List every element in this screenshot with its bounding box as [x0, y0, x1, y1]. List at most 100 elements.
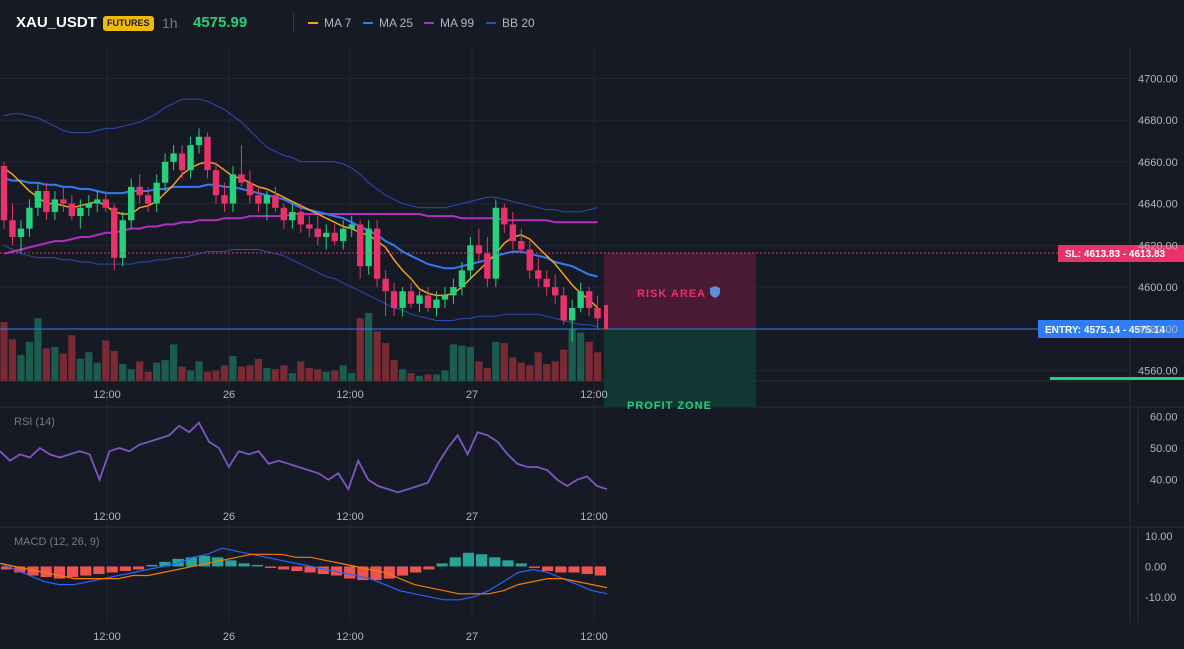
volume-bar: [314, 369, 322, 381]
volume-bar: [585, 341, 593, 381]
macd-histogram-bar: [344, 566, 356, 579]
bollinger-bands: [3, 98, 598, 328]
legend-bb20[interactable]: BB 20: [486, 16, 535, 30]
legend-label: MA 99: [440, 16, 475, 30]
volume-bar: [17, 354, 25, 381]
candle-body: [153, 182, 160, 204]
legend-label: BB 20: [502, 16, 535, 30]
rsi-axis-label: 40.00: [1150, 475, 1178, 487]
position-zones: RISK AREA PROFIT ZONE: [604, 253, 756, 412]
macd-histogram-bar: [436, 563, 448, 567]
volume-bar: [322, 371, 330, 381]
macd-histogram-bar: [1, 566, 13, 570]
rsi-axis-label: 60.00: [1150, 411, 1178, 423]
volume-bar: [466, 347, 474, 381]
candle-body: [323, 232, 330, 237]
volume-bar: [475, 361, 483, 381]
volume-bar: [526, 365, 534, 381]
candle-body: [238, 174, 245, 183]
candle-body: [518, 241, 525, 250]
candle-body: [170, 153, 177, 162]
take-profit-marker: [1050, 377, 1184, 380]
volume-bar: [161, 360, 169, 381]
price-axis-label: 4700.00: [1138, 73, 1178, 85]
timeframe-label[interactable]: 1h: [162, 15, 178, 31]
legend-ma7[interactable]: MA 7: [308, 16, 351, 30]
volume-bar: [76, 358, 84, 381]
candle-body: [509, 224, 516, 242]
bb-lower-line: [3, 244, 598, 328]
volume-bar: [398, 369, 407, 381]
volume-bar: [348, 373, 356, 381]
candle-body: [161, 161, 169, 183]
volume-bar: [263, 367, 271, 381]
volume-bar: [594, 352, 602, 381]
volume-bar: [170, 344, 178, 381]
macd-histogram-bar: [159, 561, 171, 567]
rsi-title: RSI (14): [14, 416, 55, 428]
volume-bar: [34, 318, 42, 381]
volume-bar: [271, 369, 279, 381]
risk-area-zone[interactable]: [604, 253, 756, 329]
legend-swatch: [308, 22, 318, 24]
volume-bar: [229, 356, 237, 381]
legend-ma25[interactable]: MA 25: [363, 16, 413, 30]
candle-body: [348, 224, 355, 229]
macd-histogram-bar: [14, 566, 26, 573]
futures-badge: FUTURES: [103, 16, 154, 31]
macd-histogram-bar: [357, 566, 369, 581]
candle-body: [407, 291, 415, 304]
volume-bar: [8, 339, 17, 381]
macd-histogram-bar: [555, 566, 567, 573]
candle-body: [144, 195, 152, 204]
price-axis-label: 4620.00: [1138, 240, 1178, 252]
volume-bar: [458, 345, 466, 381]
profit-zone[interactable]: [604, 329, 756, 407]
candle-body: [424, 295, 432, 308]
last-price: 4575.99: [193, 14, 248, 31]
candle-body: [187, 145, 194, 171]
macd-histogram-bar: [515, 563, 527, 567]
candle-body: [128, 186, 135, 221]
candle-body: [68, 203, 76, 217]
entry-tag[interactable]: [1038, 320, 1184, 338]
legend-ma99[interactable]: MA 99: [424, 16, 474, 30]
candle-body: [51, 199, 59, 212]
candle-body: [26, 207, 33, 229]
volume-bar: [339, 365, 347, 381]
volume-bar: [297, 361, 305, 381]
macd-title: MACD (12, 26, 9): [14, 536, 100, 548]
candle-body: [390, 291, 398, 308]
shield-icon: [710, 286, 720, 298]
stop-loss-tag[interactable]: [1058, 245, 1184, 262]
candle-body: [229, 174, 237, 204]
volume-bar: [68, 335, 76, 381]
candle-body: [373, 228, 381, 279]
time-axis-label: 12:00: [580, 511, 608, 523]
volume-bar: [483, 367, 491, 381]
volume-bar: [288, 373, 296, 381]
macd-histogram-bar: [542, 566, 554, 571]
candle-body: [365, 228, 372, 267]
candle-body: [9, 220, 16, 237]
volume-bar: [449, 344, 458, 381]
volume-bar: [407, 373, 415, 381]
macd-histogram-bar: [330, 566, 343, 576]
candle-body: [272, 195, 279, 208]
macd-histogram-bar: [278, 566, 290, 570]
macd-histogram-bar: [106, 566, 118, 573]
legend-swatch: [486, 22, 496, 24]
macd-histogram-bar: [423, 566, 435, 570]
macd-histogram-bar: [53, 566, 65, 579]
candle-body: [314, 228, 321, 237]
candle-body: [85, 203, 92, 208]
volume-bar: [492, 341, 500, 381]
volume-bar: [42, 348, 50, 381]
symbol-name[interactable]: XAU_USDT: [16, 14, 97, 31]
volume-bar: [203, 371, 212, 381]
volume-bar: [305, 367, 313, 381]
volume-bar: [373, 331, 381, 381]
time-axis-label: 27: [466, 631, 478, 643]
rsi-line: [0, 421, 608, 494]
